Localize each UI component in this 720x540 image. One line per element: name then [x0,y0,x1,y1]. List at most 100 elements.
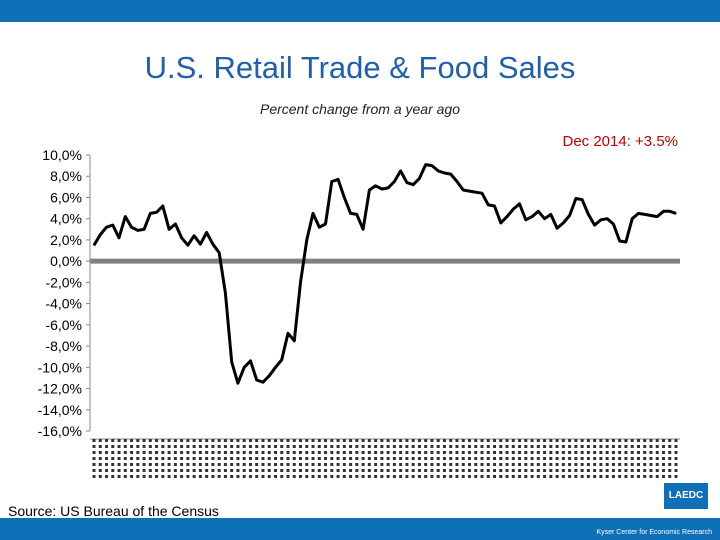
data-point [137,229,139,231]
data-point [93,244,95,246]
data-point [293,340,295,342]
data-point [481,192,483,194]
data-point [518,203,521,205]
y-tick-label: -10,0% [38,359,82,375]
data-point [656,215,658,218]
y-tick-label: -4,0% [45,296,82,312]
credit-text: Kyser Center for Economic Research [596,529,712,536]
data-point [512,208,514,210]
data-point [362,228,364,230]
bottom-accent-bar [0,518,720,540]
data-point [437,170,439,172]
data-point [650,214,652,217]
data-point [181,237,183,239]
data-point [337,178,339,181]
data-point [619,240,621,242]
data-point [637,212,640,214]
data-point [418,177,421,179]
data-point [249,360,252,362]
data-point [155,211,158,213]
data-point [299,281,302,283]
data-point [412,184,414,186]
data-point [224,292,227,294]
data-point [662,210,665,212]
data-point [375,185,377,187]
data-point [349,212,352,214]
data-point [450,173,452,175]
data-point [231,361,233,363]
data-point [493,205,496,207]
data-point [381,188,383,190]
data-point [174,223,176,225]
data-point [149,212,151,214]
data-point [625,241,627,243]
data-point [193,235,195,237]
data-point [562,222,564,224]
data-point [393,180,395,183]
y-tick-label: 6,0% [50,189,82,205]
data-point [631,218,633,220]
data-point [206,231,208,234]
data-point [187,244,189,246]
data-point [406,182,408,184]
data-point [387,187,389,189]
data-point [262,381,264,383]
y-tick-label: 0,0% [50,253,82,269]
data-point [400,170,402,172]
data-point [600,219,602,221]
data-point [543,218,546,220]
data-point [212,243,214,245]
y-tick-label: -6,0% [45,317,82,333]
data-point [312,212,314,214]
data-point [550,213,552,216]
y-tick-label: 8,0% [50,168,82,184]
data-point [425,163,427,166]
series-line [92,163,677,385]
y-tick-label: -16,0% [38,423,82,439]
chart-subtitle: Percent change from a year ago [259,101,460,117]
data-point [331,180,333,183]
data-point [431,165,433,167]
data-point [112,224,114,226]
data-point [575,197,577,200]
data-point [105,226,108,228]
data-point [306,239,308,241]
data-point [118,237,120,239]
source-note: Source: US Bureau of the Census [8,503,219,519]
data-point [537,210,539,212]
data-point [506,215,508,218]
y-tick-label: -2,0% [45,274,82,290]
data-point [487,204,489,206]
data-point [669,210,671,212]
data-point [268,375,270,377]
data-point [274,366,277,368]
data-point [199,243,201,245]
chart-title: U.S. Retail Trade & Food Sales [144,50,576,85]
data-point [287,332,289,334]
data-point [368,189,370,191]
data-point [594,224,596,226]
data-point [569,214,571,217]
data-point [124,215,126,218]
data-point [581,198,583,201]
y-tick-label: -12,0% [38,381,82,397]
latest-value-annotation: Dec 2014: +3.5% [562,133,679,150]
data-point [500,222,502,224]
data-point [443,172,446,174]
data-point [243,366,245,368]
data-point [556,227,558,229]
data-point [343,196,345,199]
y-tick-label: 4,0% [50,211,82,227]
data-point [644,213,646,216]
data-point [525,219,527,221]
y-tick-label: -8,0% [45,338,82,354]
data-point [456,180,458,183]
laedc-logo: LAEDC [664,483,708,509]
data-point [318,226,320,228]
data-point [356,213,358,216]
top-accent-bar [0,0,720,22]
data-point [130,226,133,228]
data-point [324,223,327,225]
data-point [606,218,608,220]
